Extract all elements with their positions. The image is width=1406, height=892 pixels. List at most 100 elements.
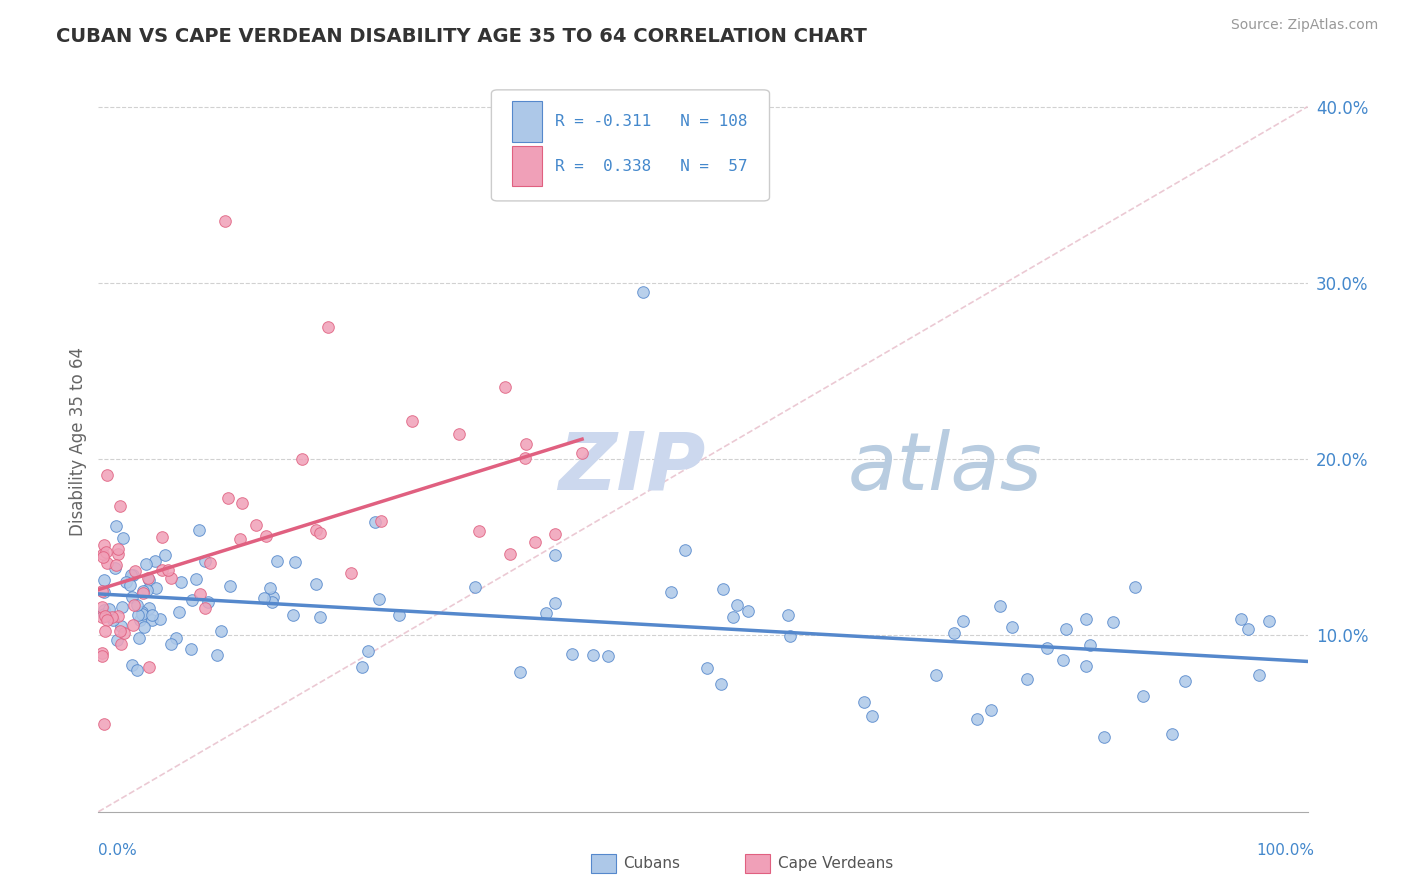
Text: R = -0.311   N = 108: R = -0.311 N = 108 [555,114,748,129]
Point [134,620,156,634]
Text: ZIP: ZIP [558,429,706,507]
Point [145,581,167,595]
Point [966,712,988,726]
Point [107,542,129,557]
Point [252,591,274,605]
Point [93,538,115,552]
Point [114,575,136,590]
Point [129,613,152,627]
Point [980,702,1002,716]
Point [388,607,411,622]
Point [107,633,129,648]
Point [96,545,118,559]
Point [131,605,153,619]
Text: 0.0%: 0.0% [98,843,138,858]
Point [254,529,277,543]
Point [188,587,211,601]
Point [128,631,150,645]
Point [91,548,114,562]
Point [121,567,143,582]
Point [150,530,173,544]
Point [305,523,328,537]
Point [124,564,146,578]
Point [723,610,745,624]
Point [1092,730,1115,744]
Point [107,547,129,561]
Point [156,563,179,577]
Point [401,414,423,428]
Point [194,554,217,568]
Point [96,468,118,483]
Point [160,571,183,585]
Point [186,572,208,586]
Point [112,626,135,640]
Point [291,452,314,467]
Point [121,590,143,604]
Point [198,556,221,570]
Point [262,590,284,604]
Point [229,532,252,546]
Point [696,661,718,675]
Point [96,556,118,570]
Point [284,555,307,569]
Point [122,567,145,582]
Text: R =  0.338   N =  57: R = 0.338 N = 57 [555,159,748,174]
Point [309,525,332,540]
Point [673,542,696,557]
Point [1174,674,1197,689]
Point [107,608,129,623]
Point [1161,727,1184,741]
Point [245,517,267,532]
Point [582,648,605,663]
Point [308,609,330,624]
Point [1001,619,1024,633]
Text: atlas: atlas [848,429,1043,507]
Point [138,571,160,585]
Point [925,668,948,682]
Point [1230,612,1253,626]
Point [104,519,127,533]
Point [150,563,173,577]
Point [108,624,131,639]
FancyBboxPatch shape [512,102,543,142]
Point [596,649,619,664]
Point [1076,659,1098,673]
Point [167,605,190,619]
Point [515,437,537,451]
Point [952,614,974,628]
Point [988,599,1011,614]
Point [1015,673,1038,687]
Point [118,578,141,592]
Point [357,643,380,657]
Point [209,624,232,639]
Point [468,524,491,538]
Point [91,649,114,664]
Point [737,604,759,618]
Point [134,557,156,571]
Point [131,585,153,599]
Point [132,583,155,598]
Point [1036,640,1059,655]
Point [93,716,115,731]
Point [205,648,228,662]
Point [138,573,160,587]
Point [316,320,339,334]
Point [111,599,134,614]
Point [141,613,163,627]
Point [853,695,876,709]
Point [97,601,120,615]
Point [197,594,219,608]
Point [509,665,531,680]
Point [93,585,115,599]
Point [1080,638,1102,652]
Point [631,285,654,299]
Point [153,548,176,562]
Point [499,547,522,561]
Point [214,214,236,228]
Point [1052,653,1074,667]
Point [860,709,883,723]
Point [368,592,391,607]
Point [262,595,284,609]
Point [194,601,217,615]
Text: CUBAN VS CAPE VERDEAN DISABILITY AGE 35 TO 64 CORRELATION CHART: CUBAN VS CAPE VERDEAN DISABILITY AGE 35 … [56,27,868,45]
